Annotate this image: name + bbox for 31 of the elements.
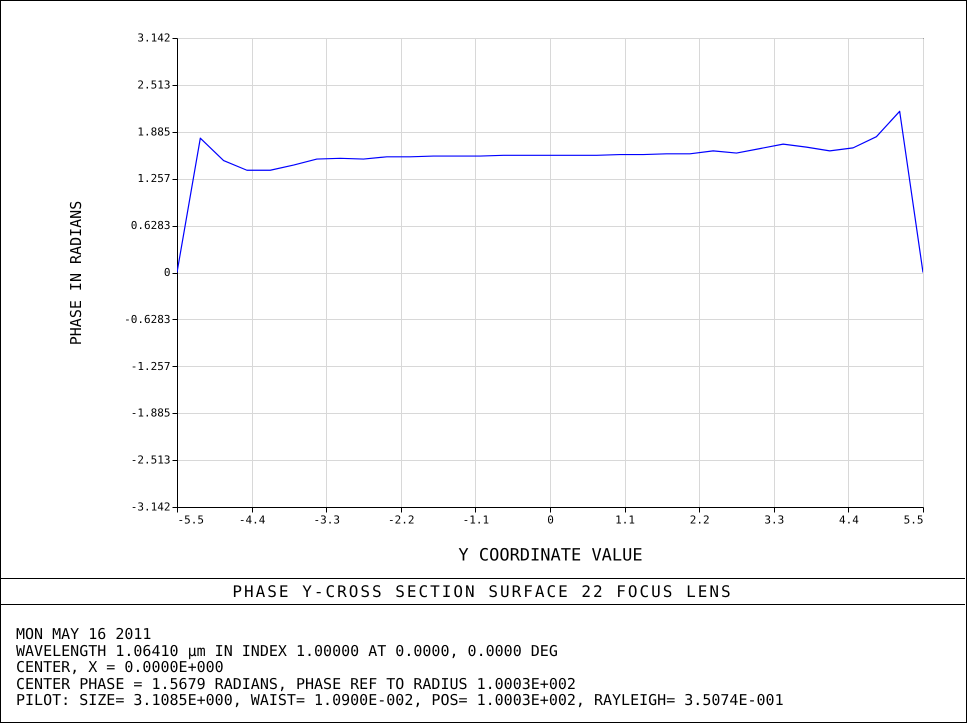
y-tick-label: -1.257 <box>130 360 170 373</box>
y-tick-label: -0.6283 <box>124 312 170 326</box>
x-tick-label: 2.2 <box>690 514 710 526</box>
y-tick-label: 0 <box>164 266 170 279</box>
text: CENTER, X = 0.0000E+000 <box>16 658 225 676</box>
x-tick-label: -2.2 <box>388 514 415 526</box>
x-tick-label: 5.5 <box>904 514 924 526</box>
x-tick-label: 4.4 <box>838 514 860 526</box>
y-tick-label: 1.257 <box>137 172 170 186</box>
text: WAVELENGTH 1.06410 µm IN INDEX 1.00000 AT 0.0000, 0.0000 DEG <box>16 642 559 660</box>
y-tick-label: 0.6283 <box>130 219 170 232</box>
x-tick-label: 1.1 <box>615 514 636 526</box>
y-tick-label: -1.885 <box>130 406 170 420</box>
y-tick-label: -2.513 <box>130 454 170 467</box>
x-tick-label: 0 <box>547 514 554 526</box>
x-tick-label: -1.1 <box>462 514 490 526</box>
text: PHASE Y-CROSS SECTION SURFACE 22 FOCUS LENS <box>0 578 965 605</box>
text: CENTER PHASE = 1.5679 RADIANS, PHASE REF TO RADIUS 1.0003E+002 <box>16 674 577 692</box>
text: MON MAY 16 2011 <box>16 625 152 643</box>
y-tick-label: 3.142 <box>137 32 170 44</box>
x-tick-label: -4.4 <box>238 514 266 526</box>
y-tick-label: 1.885 <box>137 125 170 138</box>
line-series <box>177 110 923 274</box>
x-tick-label: -5.5 <box>178 514 204 526</box>
y-tick-label: 2.513 <box>137 78 170 92</box>
x-axis-title: Y COORDINATE VALUE <box>458 546 643 566</box>
text: PILOT: SIZE= 3.1085E+000, WAIST= 1.0900E-002, POS= 1.0003E+002, RAYLEIGH= 3.5074E-001 <box>16 691 784 709</box>
y-tick-label: -3.142 <box>130 500 170 514</box>
x-tick-label: -3.3 <box>313 514 340 526</box>
y-axis-title: PHASE IN RADIANS <box>67 200 86 346</box>
x-tick-label: 3.3 <box>764 514 784 526</box>
